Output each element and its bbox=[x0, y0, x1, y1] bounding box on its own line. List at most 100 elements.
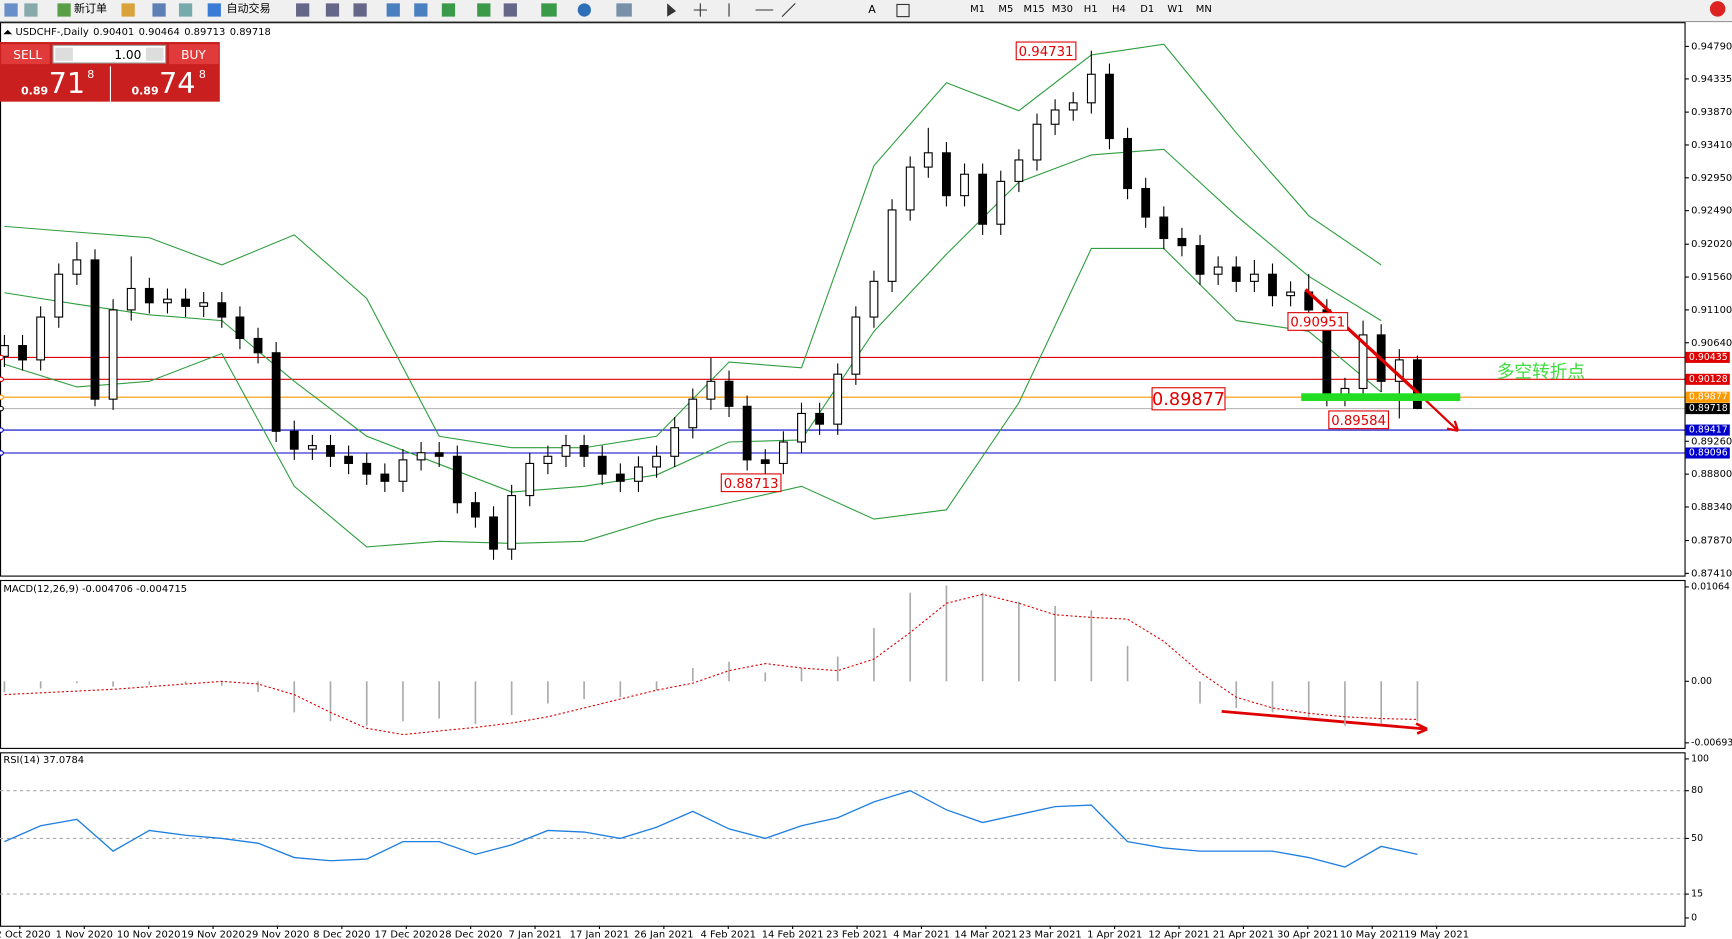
x-tick-label: 4 Mar 2021 bbox=[893, 930, 950, 939]
candle-body bbox=[18, 345, 27, 361]
x-tick-label: 23 Feb 2021 bbox=[826, 930, 888, 939]
timeframe[interactable]: M5 bbox=[998, 4, 1013, 15]
candle-body bbox=[307, 445, 317, 450]
annotation: 0.90951 bbox=[1290, 316, 1345, 331]
candle-body bbox=[688, 398, 698, 429]
buy-label[interactable]: BUY bbox=[181, 48, 206, 62]
sell-button[interactable] bbox=[1, 44, 50, 65]
title: USDCHF-,Daily bbox=[15, 27, 88, 38]
icon[interactable] bbox=[896, 3, 910, 18]
timeframe[interactable]: H4 bbox=[1112, 4, 1126, 15]
new-order[interactable]: 新订单 bbox=[74, 1, 107, 15]
x-tick-label: 22 Oct 2020 bbox=[0, 930, 51, 939]
y-tick-label: 80 bbox=[1691, 785, 1703, 796]
sell-price: 71 bbox=[49, 66, 86, 100]
timeframe[interactable]: H1 bbox=[1084, 4, 1098, 15]
icon[interactable] bbox=[152, 3, 166, 17]
x-tick-label: 1 Nov 2020 bbox=[56, 930, 113, 939]
x-tick-label: 30 Apr 2021 bbox=[1277, 930, 1338, 939]
icon[interactable] bbox=[667, 3, 677, 17]
icon[interactable] bbox=[503, 3, 517, 17]
annotation: 0.88713 bbox=[724, 477, 779, 492]
icon[interactable] bbox=[441, 3, 456, 17]
y-tick-label: 0.89260 bbox=[1691, 436, 1732, 447]
ohlc-value: 0.89713 bbox=[184, 27, 225, 38]
candle-body bbox=[36, 316, 46, 361]
candle-body bbox=[72, 259, 82, 275]
candle-body bbox=[634, 466, 643, 482]
annotation: 0.89584 bbox=[1331, 414, 1386, 429]
icon[interactable] bbox=[541, 3, 557, 17]
icon[interactable] bbox=[24, 3, 38, 17]
candle-body bbox=[253, 337, 263, 354]
buy-price: 74 bbox=[159, 66, 196, 100]
timeframe[interactable]: D1 bbox=[1140, 4, 1154, 15]
x-tick-label: 17 Jan 2021 bbox=[570, 930, 630, 939]
one-click-trading: SELL BUY 1.00 0.89 71 8 0.89 74 8 bbox=[0, 42, 220, 102]
level-tag bbox=[1685, 351, 1730, 363]
candle-body bbox=[996, 180, 1006, 225]
timeframe[interactable]: MN bbox=[1196, 4, 1212, 15]
icon[interactable] bbox=[353, 3, 367, 17]
candle-body bbox=[108, 309, 118, 400]
icon[interactable]: A bbox=[868, 3, 876, 16]
lots-input[interactable] bbox=[52, 44, 167, 64]
icon[interactable] bbox=[4, 3, 18, 17]
spin-up[interactable] bbox=[145, 47, 164, 61]
candle-body bbox=[1286, 291, 1296, 297]
level-label: 0.90128 bbox=[1689, 374, 1728, 385]
lots[interactable]: 1.00 bbox=[114, 48, 141, 62]
icon[interactable] bbox=[178, 3, 193, 17]
icon[interactable] bbox=[325, 3, 340, 17]
notification[interactable] bbox=[1709, 1, 1726, 17]
timeframe[interactable]: M15 bbox=[1024, 4, 1045, 15]
timeframe[interactable]: M1 bbox=[970, 4, 985, 15]
icon[interactable] bbox=[296, 3, 310, 17]
timeframe[interactable]: W1 bbox=[1167, 4, 1183, 15]
candle-body bbox=[235, 316, 245, 340]
x-tick-label: 17 Dec 2020 bbox=[375, 930, 438, 939]
candle-body bbox=[1032, 123, 1042, 161]
candle-body bbox=[144, 287, 154, 304]
icon[interactable] bbox=[414, 3, 428, 17]
candle-body bbox=[760, 459, 770, 464]
candle-body bbox=[833, 373, 843, 425]
icon[interactable] bbox=[577, 3, 591, 17]
candle-body bbox=[1249, 273, 1259, 282]
timeframes: M1 M5 M15 M30 H1 H4 D1 W1 MN bbox=[970, 4, 1212, 15]
y-tick-label: 15 bbox=[1691, 889, 1703, 900]
x-tick-label: 19 May 2021 bbox=[1404, 930, 1469, 939]
candle-body bbox=[326, 445, 335, 457]
icon[interactable] bbox=[386, 3, 400, 17]
spin-down[interactable] bbox=[55, 47, 73, 61]
candle-body bbox=[887, 209, 897, 282]
level-tag bbox=[1685, 447, 1730, 459]
icon[interactable] bbox=[207, 3, 221, 17]
icon[interactable] bbox=[57, 3, 71, 17]
x-tick-label: 14 Mar 2021 bbox=[954, 930, 1017, 939]
icon[interactable] bbox=[121, 3, 135, 17]
buy-prefix: 0.89 bbox=[131, 85, 158, 98]
buy-point: 8 bbox=[199, 68, 206, 81]
candle-body bbox=[54, 273, 64, 318]
sell-label[interactable]: SELL bbox=[13, 48, 42, 62]
level-handle bbox=[0, 354, 4, 361]
buy-button[interactable] bbox=[169, 44, 219, 65]
candle-body bbox=[1231, 266, 1241, 282]
icon[interactable] bbox=[477, 3, 491, 17]
candle-body bbox=[90, 259, 100, 400]
timeframe[interactable]: M30 bbox=[1052, 4, 1073, 15]
ohlc-value: 0.90464 bbox=[139, 27, 180, 38]
x-tick-label: 29 Nov 2020 bbox=[246, 930, 310, 939]
candle-body bbox=[1086, 73, 1096, 104]
annotation-box bbox=[1151, 387, 1226, 411]
candle-body bbox=[597, 455, 607, 475]
y-tick-label: 0.93410 bbox=[1691, 140, 1732, 151]
icon[interactable] bbox=[728, 2, 796, 18]
auto-trading[interactable]: 自动交易 bbox=[226, 1, 270, 15]
level-tag bbox=[1685, 424, 1730, 436]
y-tick-label: 0.94790 bbox=[1691, 41, 1732, 52]
macd-signal bbox=[4, 593, 1418, 736]
icon[interactable] bbox=[693, 3, 707, 17]
icon[interactable] bbox=[616, 3, 632, 17]
